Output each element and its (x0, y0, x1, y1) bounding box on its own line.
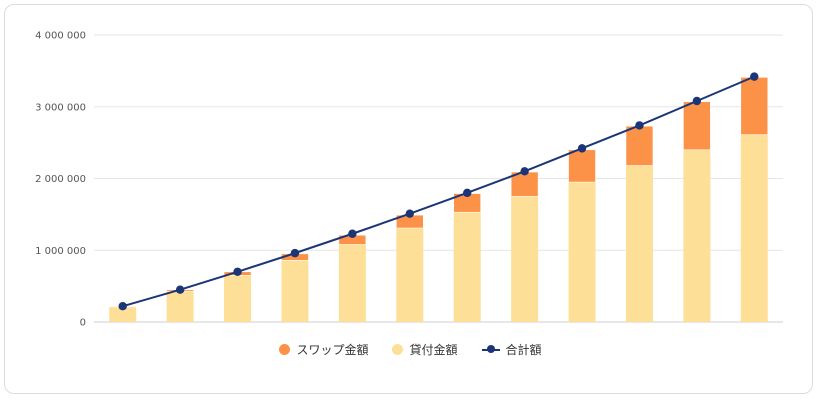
total-point (520, 167, 529, 176)
total-line (122, 75, 755, 308)
bar-segment-loan (281, 260, 309, 322)
bar-segment-loan (166, 291, 194, 322)
total-point (348, 229, 357, 238)
bar-segment-loan (511, 196, 539, 322)
bar-segment-swap (510, 171, 539, 197)
legend-total-label: 合計額 (505, 342, 542, 357)
legend-item-total[interactable]: 合計額 (481, 341, 542, 358)
total-point (750, 72, 759, 81)
total-point (635, 121, 644, 130)
total-point (233, 267, 242, 276)
bar-segment-loan (625, 165, 653, 322)
legend-swap-marker (279, 343, 291, 355)
y-tick-label: 4 000 000 (35, 31, 86, 42)
y-tick-label: 2 000 000 (35, 174, 86, 185)
total-point (118, 302, 127, 311)
legend-item-swap[interactable]: スワップ金額 (279, 341, 368, 358)
legend-swap-label: スワップ金額 (296, 342, 369, 357)
bar-segment-loan (224, 275, 252, 322)
total-point (692, 96, 702, 106)
bar-segment-loan (683, 149, 711, 322)
total-point (405, 209, 414, 218)
bar-segment-loan (568, 182, 596, 322)
bar-segment-loan (740, 134, 768, 322)
total-point (577, 144, 587, 153)
bar-segment-loan (453, 212, 481, 322)
legend-loan-label: 貸付金額 (409, 342, 458, 357)
chart-legend: スワップ金額 貸付金額 合計額 (0, 339, 821, 359)
y-tick-label: 1 000 000 (35, 246, 86, 257)
legend-total-marker (481, 344, 500, 355)
bar-segment-loan (338, 244, 366, 322)
bar-segment-swap (625, 125, 654, 166)
legend-loan-marker (392, 343, 404, 355)
bar-segment-swap (568, 149, 596, 183)
bar-segment-loan (109, 306, 137, 322)
total-point (175, 285, 185, 294)
y-tick-label: 0 (80, 318, 86, 329)
total-point (290, 248, 300, 258)
y-tick-label: 3 000 000 (35, 102, 86, 113)
chart-card (4, 4, 813, 394)
total-point (463, 188, 472, 198)
bar-segment-loan (396, 228, 424, 322)
legend-item-loan[interactable]: 貸付金額 (392, 341, 458, 358)
bar-segment-swap (683, 101, 711, 151)
bar-segment-swap (740, 77, 769, 136)
